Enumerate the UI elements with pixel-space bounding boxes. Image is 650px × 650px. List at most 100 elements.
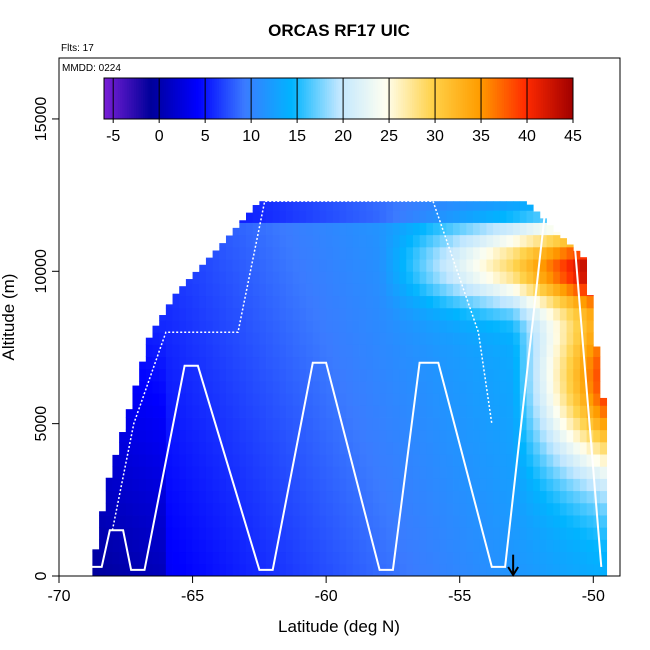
heatmap-cell xyxy=(559,441,567,455)
x-tick-label: -70 xyxy=(47,588,70,605)
heatmap-cell xyxy=(366,515,374,528)
heatmap-cell xyxy=(252,368,260,382)
heatmap-cell xyxy=(205,271,214,284)
heatmap-cell xyxy=(292,307,300,321)
heatmap-cell xyxy=(473,234,481,248)
heatmap-cell xyxy=(246,283,254,297)
heatmap-cell xyxy=(412,454,421,467)
heatmap-cell xyxy=(225,417,234,431)
heatmap-cell xyxy=(219,344,227,358)
heatmap-cell xyxy=(232,417,240,431)
heatmap-cell xyxy=(399,271,407,284)
colorbar-swatch xyxy=(487,78,491,119)
heatmap-cell xyxy=(419,539,427,553)
heatmap-cell xyxy=(279,332,287,345)
heatmap-cell xyxy=(246,222,254,236)
colorbar-swatch xyxy=(108,78,112,119)
colorbar-swatch xyxy=(278,78,282,119)
heatmap-cell xyxy=(566,466,574,479)
heatmap-cell xyxy=(319,454,327,467)
y-tick-label: 10000 xyxy=(33,249,50,294)
heatmap-cell xyxy=(259,478,267,492)
heatmap-cell xyxy=(339,515,347,528)
heatmap-cell xyxy=(513,490,521,504)
colorbar-swatch xyxy=(421,78,425,119)
colorbar-swatch xyxy=(262,78,266,119)
heatmap-cell xyxy=(346,283,354,297)
heatmap-cell xyxy=(553,478,561,492)
heatmap-cell xyxy=(473,466,481,479)
heatmap-cell xyxy=(513,441,521,455)
heatmap-cell xyxy=(539,380,547,394)
heatmap-cell xyxy=(259,441,267,455)
heatmap-cell xyxy=(246,368,254,382)
heatmap-cell xyxy=(593,527,601,540)
colorbar-swatch xyxy=(110,78,114,119)
heatmap-cell xyxy=(426,502,434,516)
heatmap-cell xyxy=(219,243,227,248)
heatmap-cell xyxy=(559,368,567,382)
heatmap-cell xyxy=(319,201,327,211)
heatmap-cell xyxy=(593,346,601,358)
colorbar-swatch xyxy=(494,78,498,119)
heatmap-cell xyxy=(219,320,227,333)
heatmap-cell xyxy=(446,563,454,577)
heatmap-cell xyxy=(386,551,394,565)
heatmap-cell xyxy=(219,515,227,528)
heatmap-cell xyxy=(266,466,274,479)
heatmap-cell xyxy=(292,393,300,406)
flight-track-line xyxy=(91,209,603,571)
heatmap-cell xyxy=(239,271,247,284)
heatmap-cell xyxy=(473,539,481,553)
heatmap-cell xyxy=(426,222,434,236)
heatmap-cell xyxy=(139,515,147,528)
heatmap-cell xyxy=(272,551,280,565)
heatmap-cell xyxy=(252,563,260,577)
heatmap-cell xyxy=(499,271,507,284)
heatmap-cell xyxy=(372,259,380,272)
heatmap-cell xyxy=(326,466,334,479)
heatmap-cell xyxy=(446,234,454,248)
heatmap-cell xyxy=(359,201,367,211)
colorbar-swatch xyxy=(223,78,227,119)
heatmap-cell xyxy=(553,271,561,284)
heatmap-cell xyxy=(192,356,200,370)
heatmap-cell xyxy=(246,490,254,504)
heatmap-cell xyxy=(553,344,561,358)
heatmap-cell xyxy=(139,361,147,370)
heatmap-cell xyxy=(266,295,274,309)
y-tick-label: 15000 xyxy=(33,97,50,142)
heatmap-cell xyxy=(239,344,247,358)
heatmap-cell xyxy=(533,246,541,260)
heatmap-cell xyxy=(412,539,421,553)
heatmap-cell xyxy=(259,222,267,236)
heatmap-cell xyxy=(479,307,487,321)
heatmap-cell xyxy=(152,515,160,528)
heatmap-cell xyxy=(499,429,507,443)
heatmap-cell xyxy=(513,259,521,272)
heatmap-cell xyxy=(219,405,227,418)
heatmap-cell xyxy=(466,332,474,345)
heatmap-cell xyxy=(279,454,287,467)
heatmap-cell xyxy=(539,234,547,248)
colorbar-swatch xyxy=(414,78,418,119)
heatmap-cell xyxy=(506,201,514,211)
heatmap-cell xyxy=(125,478,133,492)
heatmap-cell xyxy=(259,502,267,516)
heatmap-cell xyxy=(493,295,501,309)
colorbar-swatch xyxy=(248,78,252,119)
heatmap-cell xyxy=(232,368,240,382)
heatmap-cell xyxy=(599,454,608,467)
heatmap-cell xyxy=(112,563,120,577)
heatmap-cell xyxy=(573,551,581,565)
colorbar-swatch xyxy=(529,78,533,119)
heatmap-cell xyxy=(259,320,267,333)
heatmap-cell xyxy=(386,380,394,394)
heatmap-cell xyxy=(506,478,514,492)
heatmap-cell xyxy=(392,246,401,260)
heatmap-cell xyxy=(526,234,534,248)
heatmap-cell xyxy=(399,515,407,528)
heatmap-cell xyxy=(326,429,334,443)
heatmap-cell xyxy=(272,441,280,455)
colorbar-swatch xyxy=(267,78,271,119)
